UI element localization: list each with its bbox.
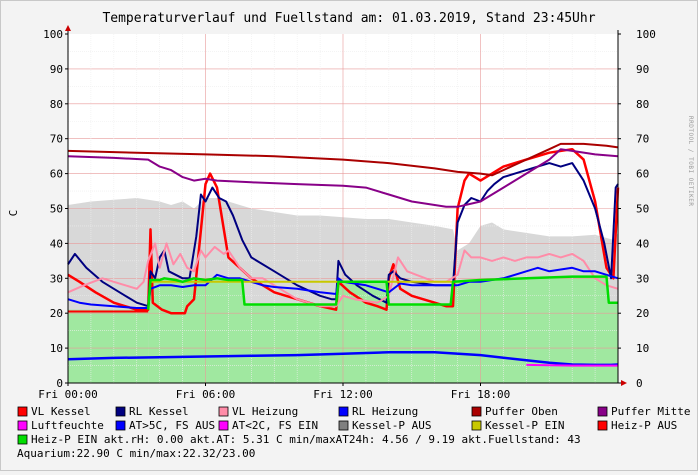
y-tick-label-right-70: 70 xyxy=(636,133,649,146)
legend-swatch-heiz-p-ein xyxy=(17,434,28,445)
legend-label-rl-kessel: RL Kessel xyxy=(129,405,189,418)
legend-swatch-puffer-mitte xyxy=(597,406,608,417)
legend-label-rl-heizung: RL Heizung xyxy=(352,405,418,418)
y-tick-label-80: 80 xyxy=(50,98,63,111)
y-tick-label-0: 0 xyxy=(56,377,63,390)
legend-label-kessel-p-ein: Kessel-P EIN xyxy=(485,419,564,432)
series-vl-kessel xyxy=(67,147,620,315)
legend-label-luftfeuchte: Luftfeuchte xyxy=(31,419,104,432)
y-tick-label-right-60: 60 xyxy=(636,168,649,181)
legend: VL Kessel RL Kessel VL Heizung RL Heizung Pu… xyxy=(17,405,690,432)
y-tick-label-right-100: 100 xyxy=(636,28,656,41)
y-tick-label-right-90: 90 xyxy=(636,63,649,76)
legend-label-vl-kessel: VL Kessel xyxy=(31,405,91,418)
y-tick-label-right-80: 80 xyxy=(636,98,649,111)
legend-label-puffer-mitte: Puffer Mitte xyxy=(611,405,690,418)
x-tick-label-6: Fri 06:00 xyxy=(176,388,236,401)
series-rl-heizung xyxy=(67,266,619,309)
legend-swatch-at-2c-fs-ein xyxy=(218,420,229,431)
series-vl-heizung xyxy=(67,242,619,308)
series-layer xyxy=(67,142,620,367)
y-tick-label-right-10: 10 xyxy=(636,342,649,355)
legend-swatch-vl-kessel xyxy=(17,406,28,417)
series-heiz-p-ein xyxy=(146,275,618,310)
legend-swatch-rl-kessel xyxy=(115,406,126,417)
series-puffer-mitte xyxy=(67,148,619,208)
series-puffer-oben xyxy=(67,142,619,177)
y-tick-label-40: 40 xyxy=(50,237,63,250)
y-tick-label-right-0: 0 xyxy=(636,377,643,390)
legend-label-vl-heizung: VL Heizung xyxy=(232,405,298,418)
rrdtool-credit: RRDTOOL / TOBI OETIKER xyxy=(687,116,694,206)
legend-swatch-vl-heizung xyxy=(218,406,229,417)
chart-title: Temperaturverlauf und Fuellstand am: 01.… xyxy=(102,11,595,26)
y-axis-arrow xyxy=(65,25,71,31)
x-tick-label-18: Fri 18:00 xyxy=(451,388,511,401)
legend-label-puffer-oben: Puffer Oben xyxy=(485,405,558,418)
y-tick-label-30: 30 xyxy=(50,272,63,285)
y-tick-label-right-50: 50 xyxy=(636,203,649,216)
y-tick-label-90: 90 xyxy=(50,63,63,76)
legend-label-at-5c-fs-aus: AT>5C, FS AUS xyxy=(129,419,215,432)
y-tick-label-right-20: 20 xyxy=(636,307,649,320)
y-tick-label-right-30: 30 xyxy=(636,272,649,285)
y-tick-label-100: 100 xyxy=(43,28,63,41)
x-tick-label-0: Fri 00:00 xyxy=(38,388,98,401)
y-axis-label: C xyxy=(7,210,20,217)
legend-swatch-luftfeuchte xyxy=(17,420,28,431)
y-tick-label-70: 70 xyxy=(50,133,63,146)
axes-layer: 0 0 10 10 20 20 30 30 40 40 50 50 60 60 70 70 80 80 90 90 10… xyxy=(38,25,656,401)
info-line-1: Heiz-P EIN akt.rH: 0.00 akt.AT: 5.31 C m… xyxy=(31,433,581,446)
legend-label-kessel-p-aus: Kessel-P AUS xyxy=(352,419,431,432)
y-tick-label-60: 60 xyxy=(50,168,63,181)
y-tick-label-50: 50 xyxy=(50,203,63,216)
y-tick-label-10: 10 xyxy=(50,342,63,355)
info-line-2: Aquarium:22.90 C min/max:22.32/23.00 xyxy=(17,447,255,460)
legend-swatch-rl-heizung xyxy=(338,406,349,417)
legend-swatch-heiz-p-aus xyxy=(597,420,608,431)
legend-swatch-puffer-oben xyxy=(471,406,482,417)
heiz-p-ein-area xyxy=(148,276,618,383)
y-tick-label-right-40: 40 xyxy=(636,237,649,250)
legend-swatch-kessel-p-ein xyxy=(471,420,482,431)
x-axis-arrow xyxy=(621,380,627,386)
series-rl-kessel xyxy=(67,162,619,308)
legend-swatch-at-5c-fs-aus xyxy=(115,420,126,431)
legend-label-heiz-p-aus: Heiz-P AUS xyxy=(611,419,677,432)
heiz-p-ein-area-start xyxy=(68,309,149,383)
legend-swatch-kessel-p-aus xyxy=(338,420,349,431)
series-at-2c-fs-ein xyxy=(526,363,618,367)
legend-label-at-2c-fs-ein: AT<2C, FS EIN xyxy=(232,419,318,432)
y-tick-label-20: 20 xyxy=(50,307,63,320)
x-tick-label-12: Fri 12:00 xyxy=(313,388,373,401)
